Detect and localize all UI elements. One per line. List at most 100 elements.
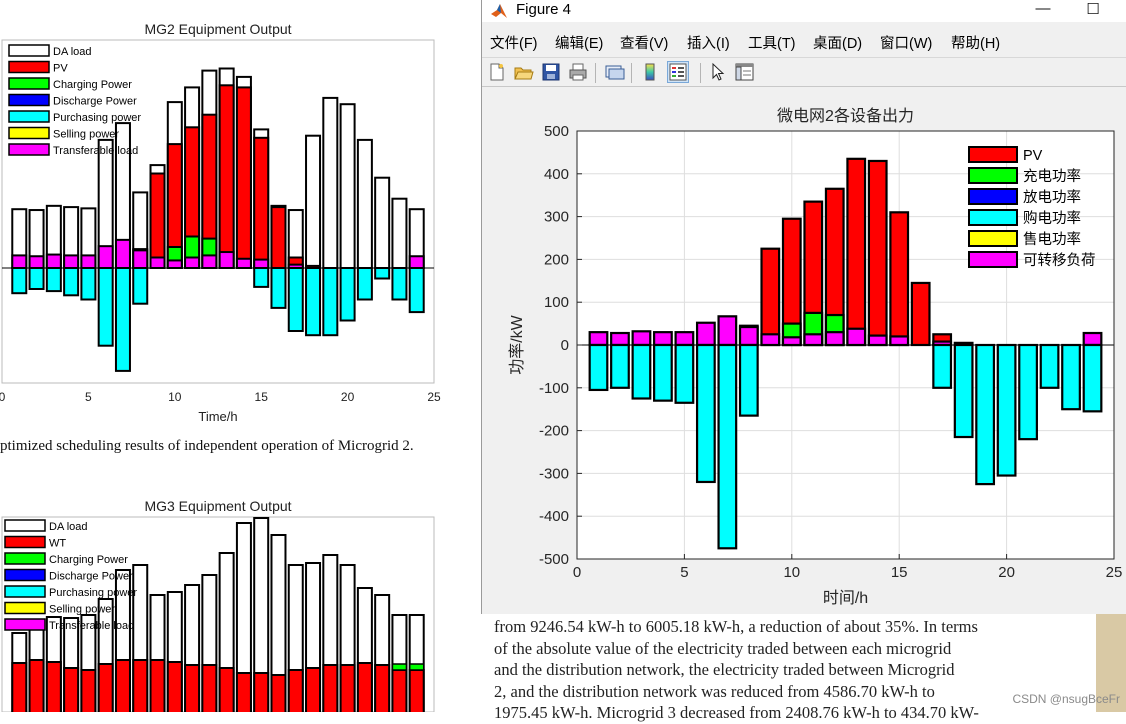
menu-insert[interactable]: 插入(I) — [687, 36, 730, 52]
bg-bar-transferable — [28, 255, 45, 270]
paragraph-line: from 9246.54 kW-h to 6005.18 kW-h, a red… — [494, 617, 978, 636]
bg-legend-swatch — [8, 93, 50, 107]
legend-swatch — [968, 230, 1018, 247]
x-axis-label: 时间/h — [823, 589, 868, 607]
bg-bar-charging — [391, 663, 408, 671]
paper-paragraph: from 9246.54 kW-h to 6005.18 kW-h, a red… — [494, 616, 1019, 724]
plot-area[interactable]: 0 5 10 15 20 25 -500 -400 -300 -200 -100 0 100 200 300… — [482, 89, 1126, 614]
menu-file[interactable]: 文件(F) — [490, 36, 538, 52]
bar-可转移负荷 — [695, 321, 716, 347]
bar-purchasing — [996, 343, 1017, 477]
insert-colorbar-icon[interactable] — [639, 61, 661, 83]
bg-bar-wt — [235, 672, 252, 712]
bg-bar-purchasing — [287, 267, 304, 332]
bg-legend-swatch — [4, 519, 46, 532]
bg-legend-label: WT — [49, 538, 66, 550]
bg-bar-purchasing — [11, 267, 28, 295]
legend-label: 放电功率 — [1023, 189, 1081, 206]
paragraph-line: 2, and the distribution network was redu… — [494, 681, 935, 701]
bar-purchasing — [588, 343, 609, 392]
bg-bar-transferable — [80, 254, 97, 269]
insert-legend-icon[interactable] — [667, 61, 689, 83]
bg-bar-wt — [339, 664, 356, 712]
bg-bar-wt — [97, 663, 114, 712]
bg-chart-title: MG2 Equipment Output — [144, 21, 291, 37]
menu-edit[interactable]: 编辑(E) — [555, 36, 604, 52]
bg-bar-purchasing — [322, 267, 339, 337]
bar-可转移负荷 — [588, 331, 609, 347]
bg-bar-transferable — [408, 255, 425, 270]
bg-bar-da-load — [339, 103, 356, 269]
bar-PV — [760, 247, 781, 347]
property-inspector-icon[interactable] — [733, 61, 755, 83]
menu-tools[interactable]: 工具(T) — [748, 36, 796, 52]
bar-PV — [867, 159, 888, 347]
bg-bar-purchasing — [97, 267, 114, 347]
bg-legend-label: Selling power — [53, 129, 119, 141]
menu-desktop[interactable]: 桌面(D) — [813, 36, 863, 52]
menu-window[interactable]: 窗口(W) — [880, 36, 933, 52]
bg-bar-wt — [184, 664, 201, 712]
bar-PV — [846, 157, 867, 347]
bg-bar-wt — [114, 659, 131, 712]
bg-bar-purchasing — [80, 267, 97, 301]
bg-bar-da-load — [391, 197, 408, 269]
toolbar-separator — [700, 63, 701, 83]
main-chart[interactable]: 0 5 10 15 20 25 -500 -400 -300 -200 -100 0 100 200 300… — [482, 89, 1126, 614]
edit-plot-icon[interactable] — [707, 61, 729, 83]
y-tick-label: 0 — [561, 337, 569, 354]
bg-legend-swatch — [8, 77, 50, 90]
bg-bar-da-load — [235, 522, 252, 712]
save-icon[interactable] — [540, 61, 562, 83]
x-tick-label: 20 — [998, 564, 1015, 581]
print-icon[interactable] — [567, 61, 589, 83]
figure-window[interactable]: Figure 4 — ☐ 文件(F) 编辑(E) 查看(V) 插入(I) 工具(… — [481, 0, 1126, 614]
bar-可转移负荷 — [824, 331, 845, 347]
minimize-button[interactable]: — — [1035, 0, 1051, 17]
bar-可转移负荷 — [653, 331, 673, 347]
bg-bar-wt — [45, 661, 62, 712]
legend-label: 充电功率 — [1023, 168, 1081, 185]
bar-purchasing — [631, 343, 652, 400]
bar-PV — [910, 281, 931, 347]
bg-legend-swatch — [4, 568, 46, 582]
y-tick-label: 100 — [544, 294, 569, 311]
bar-purchasing — [695, 343, 716, 484]
bg-bar-transferable — [45, 253, 62, 269]
bar-purchasing — [1018, 343, 1038, 441]
bg-bar-purchasing — [270, 267, 287, 309]
bg-bar-wt — [253, 672, 270, 712]
bg-bar-charging — [408, 663, 425, 671]
link-plot-icon[interactable] — [603, 61, 625, 83]
bar-purchasing — [953, 343, 974, 439]
bar-可转移负荷 — [674, 331, 695, 347]
bar-可转移负荷 — [738, 325, 759, 347]
bg-legend-label: Transferable load — [53, 145, 138, 157]
mg2-background-chart: MG2 Equipment Output DA load PV Charging Po… — [0, 21, 441, 424]
bg-bar-wt — [132, 659, 149, 712]
legend-swatch — [968, 146, 1018, 163]
bg-bar-wt — [374, 664, 391, 712]
bg-legend-label: Selling power — [49, 604, 115, 616]
maximize-button[interactable]: ☐ — [1086, 1, 1100, 18]
x-tick-label: 0 — [573, 564, 581, 581]
menu-view[interactable]: 查看(V) — [620, 36, 669, 52]
bg-bar-transferable — [97, 245, 114, 270]
bg-bar-pv — [270, 206, 287, 270]
x-tick-label: 10 — [783, 564, 800, 581]
bar-可转移负荷 — [803, 333, 824, 347]
bg-bar-wt — [28, 659, 45, 712]
window-titlebar[interactable]: Figure 4 — ☐ — [482, 0, 1126, 22]
bg-legend-swatch — [4, 552, 46, 565]
bar-purchasing — [1082, 343, 1103, 413]
bar-purchasing — [738, 343, 759, 417]
menu-help[interactable]: 帮助(H) — [951, 36, 1001, 52]
bg-bar-wt — [63, 667, 80, 712]
legend-label: 可转移负荷 — [1023, 252, 1096, 269]
bg-bar-da-load — [270, 534, 287, 712]
bg-bar-pv — [235, 86, 252, 270]
bg-legend-swatch — [8, 110, 50, 123]
new-figure-icon[interactable] — [486, 61, 508, 83]
open-file-icon[interactable] — [512, 61, 534, 83]
bg-x-tick-label: 25 — [427, 390, 441, 404]
